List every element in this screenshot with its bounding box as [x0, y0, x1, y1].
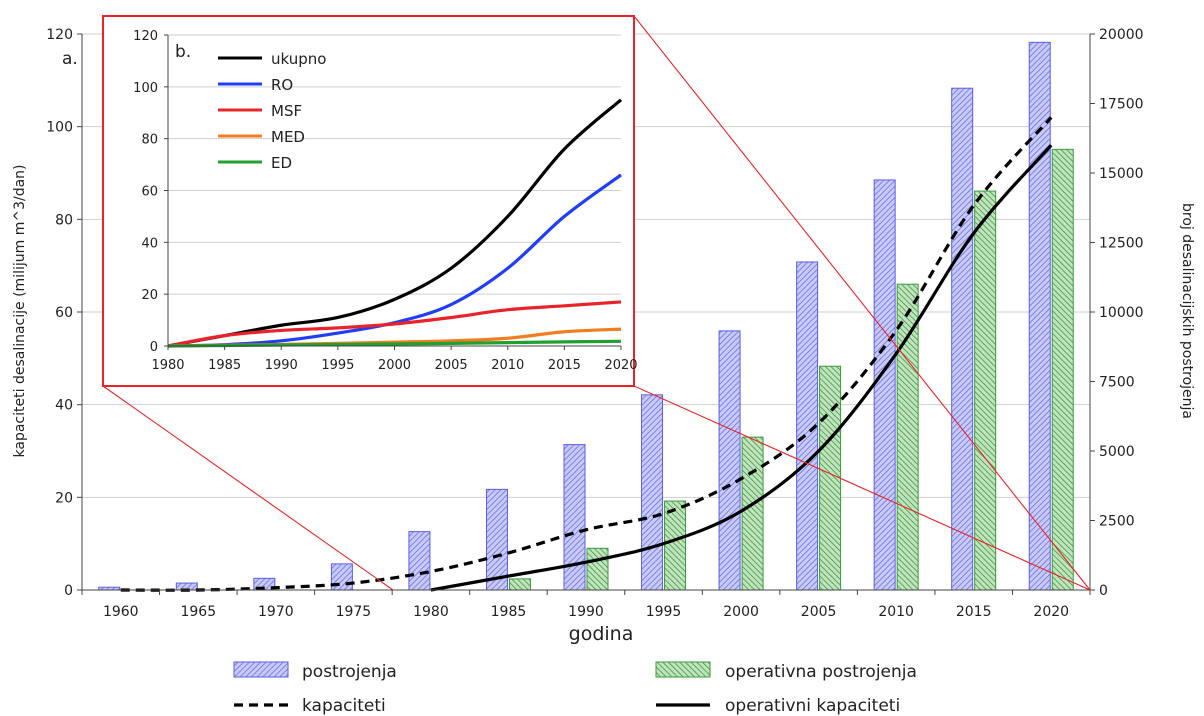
x-tick-label: 2015 — [956, 604, 992, 620]
inset-x-tick-label: 2015 — [548, 358, 581, 373]
bar-postrojenja — [873, 179, 896, 591]
panel-b-label: b. — [175, 42, 191, 62]
inset-axes: 0 20 40 60 80 100 120 1980 1985 1990 1995 2000 2005 2… — [133, 29, 637, 373]
inset-legend-label: ukupno — [271, 50, 326, 68]
bar-operativna-postrojenja — [974, 190, 997, 591]
x-axis-title: godina — [569, 623, 634, 645]
y2-tick-label: 17500 — [1099, 97, 1144, 113]
inset-y-tick-label: 40 — [141, 236, 158, 251]
inset-legend: ukupno RO MSF MED ED — [218, 50, 326, 172]
inset-frame — [102, 15, 635, 387]
x-tick-label: 2020 — [1033, 604, 1069, 620]
bar-postrojenja — [485, 488, 508, 591]
y2-tick-label: 0 — [1099, 583, 1108, 599]
x-tick-label: 1960 — [103, 604, 139, 620]
inset-legend-label: ED — [271, 154, 292, 172]
bar-postrojenja — [1028, 41, 1051, 591]
inset-y-tick-label: 20 — [141, 288, 158, 303]
inset-y-tick-label: 120 — [133, 29, 158, 44]
x-tick-label: 1995 — [646, 604, 682, 620]
main-axes: 0 20 40 60 80 100 120 0 2500 5000 7500 10000 12500 15… — [46, 27, 1143, 620]
inset-line-ukupno — [167, 98, 623, 348]
inset-legend-label: RO — [271, 76, 293, 94]
zoom-connector-lower — [633, 385, 1091, 591]
y-axis-title: kapaciteti desalinacije (milijum m^3/dan… — [12, 165, 28, 458]
zoom-connectors — [102, 15, 1091, 591]
y2-tick-label: 10000 — [1099, 305, 1144, 321]
inset-x-tick-label: 1995 — [321, 358, 354, 373]
inset-x-tick-label: 1985 — [208, 358, 241, 373]
bar-operativna-postrojenja — [741, 436, 764, 591]
inset-x-tick-label: 2000 — [378, 358, 411, 373]
bar-postrojenja — [563, 444, 586, 591]
inset-x-tick-label: 1980 — [151, 358, 184, 373]
x-tick-label: 1980 — [413, 604, 449, 620]
y-tick-label: 80 — [55, 212, 73, 228]
legend-label-postrojenja: postrojenja — [302, 662, 397, 682]
y-tick-label: 0 — [64, 583, 73, 599]
y2-tick-label: 15000 — [1099, 166, 1144, 182]
inset-y-tick-label: 0 — [150, 340, 158, 355]
bar-operativna-postrojenja — [586, 547, 609, 591]
inset-x-tick-label: 1990 — [265, 358, 298, 373]
y2-tick-label: 7500 — [1099, 375, 1135, 391]
y2-tick-label: 2500 — [1099, 514, 1135, 530]
legend-swatch-operativna-postrojenja — [655, 661, 711, 678]
line-kapaciteti — [120, 116, 1053, 592]
legend-label-operativna-postrojenja: operativna postrojenja — [725, 662, 917, 682]
panel-a-label: a. — [62, 49, 78, 69]
bar-operativna-postrojenja — [508, 578, 531, 591]
legend-label-operativni-kapaciteti: operativni kapaciteti — [725, 696, 900, 716]
inset-x-tick-label: 2010 — [491, 358, 524, 373]
inset-legend-label: MED — [271, 128, 305, 146]
inset-y-tick-label: 100 — [133, 81, 158, 96]
y-tick-label: 20 — [55, 490, 73, 506]
inset-y-tick-label: 60 — [141, 185, 158, 200]
inset-x-tick-label: 2005 — [435, 358, 468, 373]
inset-line-msf — [167, 300, 622, 348]
bar-postrojenja — [951, 87, 974, 591]
inset-y-tick-label: 80 — [141, 133, 158, 148]
zoom-connector-left — [102, 385, 394, 591]
bar-postrojenja — [641, 394, 664, 591]
inset-x-tick-label: 2020 — [604, 358, 637, 373]
bar-operativna-postrojenja — [664, 500, 687, 591]
x-tick-label: 2000 — [723, 604, 759, 620]
x-tick-label: 1990 — [568, 604, 604, 620]
y2-tick-label: 12500 — [1099, 236, 1144, 252]
legend-swatch-postrojenja — [233, 661, 289, 678]
line-operativni-kapaciteti — [430, 144, 1053, 592]
x-tick-label: 1970 — [258, 604, 294, 620]
legend-label-kapaciteti: kapaciteti — [302, 696, 386, 716]
inset-legend-label: MSF — [271, 102, 302, 120]
y2-axis-title: broj desalinacijskih postrojenja — [1179, 203, 1195, 419]
y-tick-label: 60 — [55, 305, 73, 321]
zoom-connector-upper — [633, 15, 1091, 591]
bar-operativna-postrojenja — [819, 365, 842, 591]
main-lines — [120, 116, 1053, 592]
x-tick-label: 1985 — [491, 604, 527, 620]
y-tick-label: 40 — [55, 398, 73, 414]
x-tick-label: 2010 — [878, 604, 914, 620]
bar-postrojenja — [718, 330, 741, 591]
inset-line-ed — [167, 339, 622, 348]
y-tick-label: 100 — [46, 120, 73, 136]
bar-operativna-postrojenja — [896, 283, 919, 591]
y2-tick-label: 5000 — [1099, 444, 1135, 460]
x-tick-label: 2005 — [801, 604, 837, 620]
x-tick-label: 1965 — [180, 604, 216, 620]
inset-lines — [167, 98, 623, 348]
bar-operativna-postrojenja — [1051, 148, 1074, 591]
y-tick-label: 120 — [46, 27, 73, 43]
bar-postrojenja — [408, 531, 431, 591]
y2-tick-label: 20000 — [1099, 27, 1144, 43]
x-tick-label: 1975 — [336, 604, 372, 620]
main-legend: postrojenja operativna postrojenja kapacit… — [233, 661, 917, 716]
